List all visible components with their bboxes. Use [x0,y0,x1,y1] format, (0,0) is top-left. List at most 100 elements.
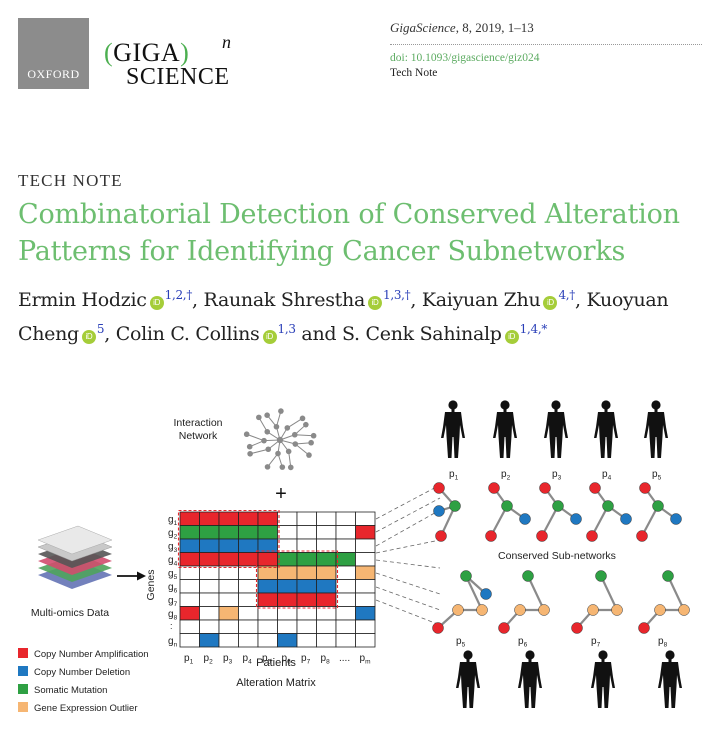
subnetwork-node [460,570,472,582]
subnetwork [433,482,461,542]
matrix-cell [179,511,200,526]
network-node [292,441,299,447]
subnetwork-patient-index: 5 [462,642,466,649]
top-patient-silhouettes [441,400,668,458]
journal-citation: , 8, 2019, 1–13 [455,20,534,35]
matrix-cell [257,579,278,594]
subnetwork-node [595,570,607,582]
oxford-logo-text: OXFORD [27,67,80,81]
subnetwork-node [433,482,445,494]
network-node [261,437,267,444]
human-silhouette-icon [594,400,618,458]
journal-reference: GigaScience, 8, 2019, 1–13 [390,20,534,36]
orcid-icon[interactable]: iD [504,330,519,344]
matrix-cell [179,606,200,621]
subnetwork-patient-index: 8 [664,642,668,649]
patient-label: p1 [184,653,194,666]
subnetwork-node [488,482,500,494]
alteration-matrix [177,509,376,648]
conserved-subnetworks-label: Conserved Sub-networks [498,550,616,562]
author-6: S. Cenk Sahinalp iD1,4,* [342,322,547,345]
patient-label: p5 [262,653,272,666]
network-edge [294,443,310,456]
matrix-cell [355,619,376,634]
subnetwork-node [611,604,623,616]
matrix-cell [218,538,239,553]
gene-label: g1 [168,514,178,527]
interaction-network-label-line1: Interaction [173,417,222,429]
network-edge [246,433,265,442]
subnetwork-node [636,530,648,542]
matrix-cell [238,619,259,634]
gene-label-index: 7 [174,601,178,608]
network-edge [267,453,279,468]
matrix-cell [335,579,356,594]
matrix-cell [355,606,376,621]
subnetwork-patient-label: p2 [501,469,511,482]
graphical-abstract-figure: Interaction Network + Multi-omics Data g… [18,400,690,714]
connector-line [375,572,441,595]
orcid-icon[interactable]: iD [543,296,558,310]
matrix-cell [179,538,200,553]
doi-link[interactable]: doi: 10.1093/gigascience/giz024 [390,52,540,64]
subnetwork-node [476,604,488,616]
orcid-icon[interactable]: iD [367,296,382,310]
gene-label: g7 [168,595,178,608]
subnetwork [586,482,632,542]
legend-swatch [18,648,28,658]
multi-omics-label: Multi-omics Data [31,607,109,619]
matrix-cell [218,511,239,526]
connector-line [375,539,441,554]
alteration-matrix-label: Alteration Matrix [236,677,316,689]
subnetwork-edge [527,575,545,611]
gene-label-index: 2 [174,533,178,540]
matrix-cell [355,525,376,540]
subnetwork-patient-index: 3 [558,475,562,482]
network-node [287,464,294,471]
network-node [310,432,317,439]
section-type: Tech Note [390,67,438,79]
author-affiliation: 1,3,† [382,288,411,302]
author-affiliation: 4,† [558,288,575,302]
human-silhouette-icon [456,650,480,708]
patient-label: p6 [282,653,292,666]
network-node [285,448,292,455]
gene-label: g8 [168,609,178,622]
interaction-network-label-line2: Network [179,430,218,442]
orcid-icon[interactable]: iD [149,296,164,310]
subnetwork-node [586,530,598,542]
patient-label-index: 4 [248,659,252,666]
subnetwork-node [514,604,526,616]
subnetwork-patient-label: p3 [552,469,562,482]
network-node [275,450,281,457]
orcid-icon[interactable]: iD [81,330,96,344]
network-node [278,408,284,414]
subnetwork [498,570,550,634]
orcid-icon[interactable]: iD [262,330,277,344]
connector-line [375,559,441,569]
matrix-cell [179,592,200,607]
gene-label: g3 [168,541,178,554]
matrix-cell [316,633,337,648]
matrix-cell [316,552,337,567]
network-node [284,425,291,431]
human-silhouette-icon [544,400,568,458]
patient-label-index: 5 [268,659,272,666]
subnetwork-node [620,513,632,525]
network-node [265,446,272,453]
bottom-patient-labels: p5 p6 p7 p8 [456,636,668,649]
patient-label-index: 3 [229,659,233,666]
matrix-cell [316,565,337,580]
connector-line [375,484,441,520]
matrix-cell [355,592,376,607]
matrix-cell [218,579,239,594]
subnetwork-patient-label: p6 [518,636,528,649]
subnetwork-node [587,604,599,616]
matrix-cell [316,525,337,540]
subnetwork-patient-index: 2 [507,475,511,482]
matrix-cell [238,633,259,648]
author-name: Ermin Hodzic [18,289,147,311]
legend: Copy Number Amplification Copy Number Del… [18,648,149,714]
matrix-cell [296,552,317,567]
gene-label-index: 6 [174,587,178,594]
